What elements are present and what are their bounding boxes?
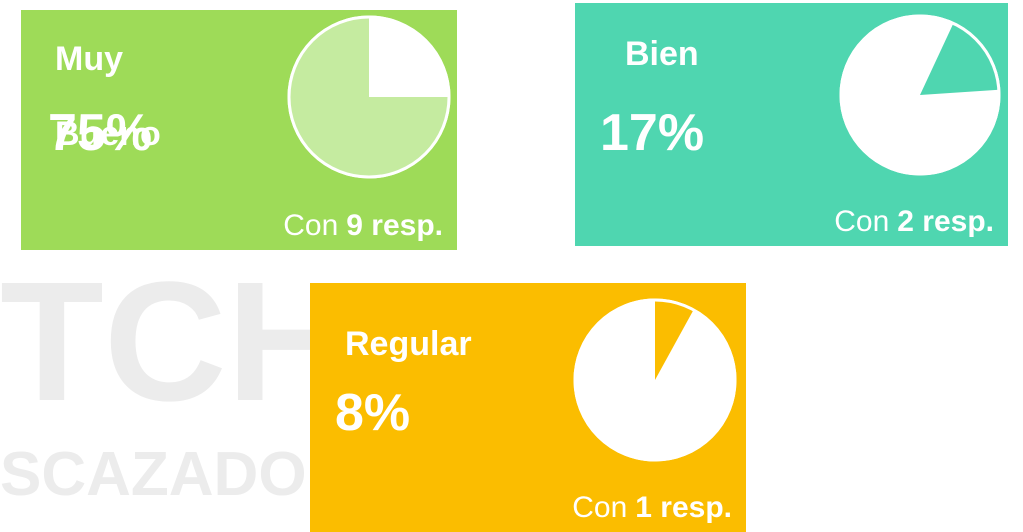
count-value: 2 resp.: [897, 205, 994, 238]
pie-border: [287, 15, 451, 179]
card-count: Con 2 resp.: [834, 205, 994, 238]
count-prefix: Con: [572, 491, 627, 524]
pie-slice: [655, 300, 694, 380]
card-label: Muy Bueno: [55, 40, 161, 153]
pie-slice: [920, 23, 999, 95]
card-percent: 17%: [600, 104, 704, 162]
card: Bien 17% Con 2 resp.: [575, 3, 1008, 246]
pie-border: [839, 14, 1001, 176]
count-prefix: Con: [283, 209, 338, 242]
card-percent: 8%: [335, 384, 410, 442]
count-value: 1 resp.: [635, 491, 732, 524]
card: Regular 8% Con 1 resp.: [310, 283, 746, 532]
pie-slice: [289, 17, 449, 177]
card-percent: 75%: [48, 104, 152, 162]
card-count: Con 1 resp.: [572, 491, 732, 524]
count-prefix: Con: [834, 205, 889, 238]
card-count: Con 9 resp.: [283, 209, 443, 242]
card-label: Bien: [625, 35, 699, 73]
watermark-logo: TCH: [0, 247, 349, 437]
pie-border: [573, 298, 737, 462]
count-value: 9 resp.: [346, 209, 443, 242]
card-label: Regular: [345, 325, 472, 363]
